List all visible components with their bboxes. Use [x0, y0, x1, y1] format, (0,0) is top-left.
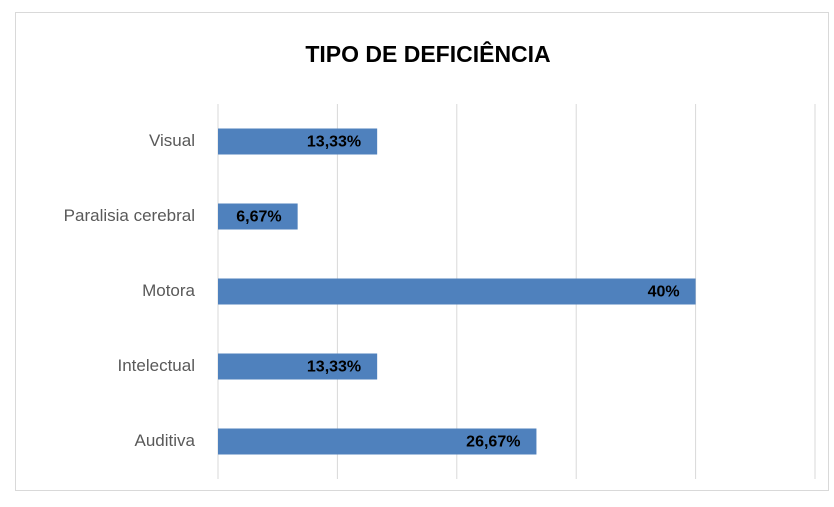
y-tick-label: Motora — [142, 281, 195, 300]
y-tick-label: Visual — [149, 131, 195, 150]
bar — [218, 128, 378, 155]
y-tick-label: Paralisia cerebral — [64, 206, 195, 225]
y-tick-label: Intelectual — [118, 356, 196, 375]
chart-frame — [15, 12, 829, 491]
y-tick-label: Auditiva — [135, 431, 196, 450]
bar — [218, 353, 378, 380]
bar — [218, 203, 298, 230]
data-label: 6,67% — [236, 209, 281, 226]
bar — [218, 278, 696, 305]
chart-title: TIPO DE DEFICIÊNCIA — [305, 40, 550, 67]
data-label: 13,33% — [307, 359, 361, 376]
bar — [218, 428, 537, 455]
data-label: 40% — [648, 284, 680, 301]
data-label: 26,67% — [466, 434, 520, 451]
data-label: 13,33% — [307, 134, 361, 151]
